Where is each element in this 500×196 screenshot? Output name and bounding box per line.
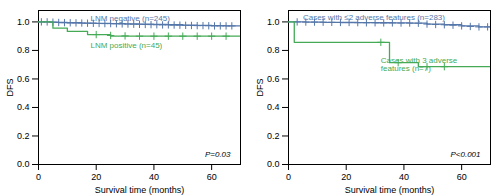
svg-text:20: 20 [341, 172, 351, 182]
svg-text:DFS: DFS [5, 79, 15, 97]
svg-text:Survival time (months): Survival time (months) [345, 185, 435, 195]
svg-text:0: 0 [286, 172, 291, 182]
svg-text:0.0: 0.0 [17, 159, 30, 169]
svg-text:0.6: 0.6 [267, 74, 280, 84]
svg-text:40: 40 [149, 172, 159, 182]
svg-text:0.4: 0.4 [267, 102, 280, 112]
svg-text:P=0.03: P=0.03 [205, 150, 231, 159]
svg-text:0.2: 0.2 [17, 131, 30, 141]
svg-text:60: 60 [457, 172, 467, 182]
svg-text:0.2: 0.2 [267, 131, 280, 141]
svg-text:60: 60 [207, 172, 217, 182]
svg-text:0.6: 0.6 [17, 74, 30, 84]
svg-text:0.4: 0.4 [17, 102, 30, 112]
svg-text:Cases with 3 adversefeatures (: Cases with 3 adversefeatures (n=7) [381, 56, 458, 73]
svg-text:P<0.001: P<0.001 [450, 150, 480, 159]
svg-text:1.0: 1.0 [17, 17, 30, 27]
svg-text:0.0: 0.0 [267, 159, 280, 169]
svg-text:0: 0 [36, 172, 41, 182]
svg-text:40: 40 [399, 172, 409, 182]
svg-text:Cases with ≤2 adverse features: Cases with ≤2 adverse features (n=283) [303, 13, 445, 22]
svg-text:LNM positive (n=45): LNM positive (n=45) [90, 41, 162, 50]
svg-text:20: 20 [91, 172, 101, 182]
svg-text:0.8: 0.8 [267, 45, 280, 55]
svg-text:1.0: 1.0 [267, 17, 280, 27]
svg-text:0.8: 0.8 [17, 45, 30, 55]
svg-text:LNM negative (n=245): LNM negative (n=245) [90, 14, 170, 23]
svg-text:DFS: DFS [255, 79, 265, 97]
svg-text:Survival time (months): Survival time (months) [95, 185, 185, 195]
